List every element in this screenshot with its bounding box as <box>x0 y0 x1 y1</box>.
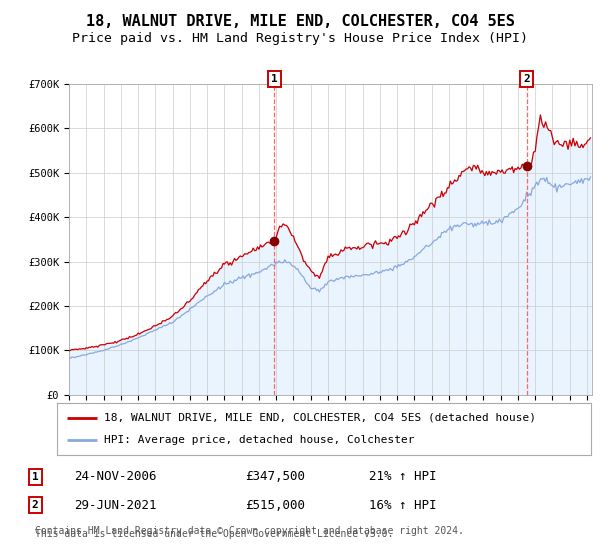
Text: 29-JUN-2021: 29-JUN-2021 <box>74 499 157 512</box>
Text: £515,000: £515,000 <box>245 499 305 512</box>
Text: 18, WALNUT DRIVE, MILE END, COLCHESTER, CO4 5ES: 18, WALNUT DRIVE, MILE END, COLCHESTER, … <box>86 14 514 29</box>
Text: 2: 2 <box>523 74 530 84</box>
Text: 18, WALNUT DRIVE, MILE END, COLCHESTER, CO4 5ES (detached house): 18, WALNUT DRIVE, MILE END, COLCHESTER, … <box>104 413 536 423</box>
Text: 21% ↑ HPI: 21% ↑ HPI <box>369 470 436 483</box>
Text: 1: 1 <box>271 74 278 84</box>
Text: Contains HM Land Registry data © Crown copyright and database right 2024.: Contains HM Land Registry data © Crown c… <box>35 526 464 536</box>
Text: Price paid vs. HM Land Registry's House Price Index (HPI): Price paid vs. HM Land Registry's House … <box>72 32 528 45</box>
Text: 2: 2 <box>32 500 38 510</box>
Text: 1: 1 <box>32 472 38 482</box>
Text: HPI: Average price, detached house, Colchester: HPI: Average price, detached house, Colc… <box>104 435 415 445</box>
Text: 24-NOV-2006: 24-NOV-2006 <box>74 470 157 483</box>
Text: 16% ↑ HPI: 16% ↑ HPI <box>369 499 436 512</box>
Text: £347,500: £347,500 <box>245 470 305 483</box>
Text: This data is licensed under the Open Government Licence v3.0.: This data is licensed under the Open Gov… <box>35 529 394 539</box>
